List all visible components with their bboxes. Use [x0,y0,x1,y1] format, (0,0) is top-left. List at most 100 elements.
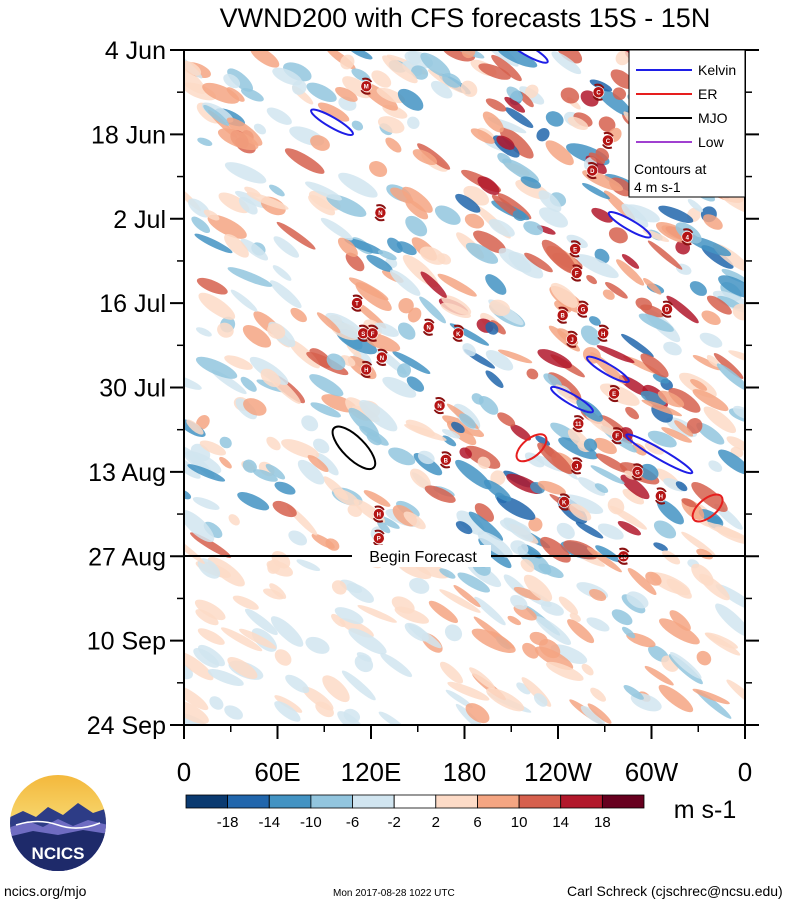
wave-contours [310,50,724,523]
field-patch [485,350,514,371]
field-patch [464,213,485,229]
colorbar-swatch [310,794,353,809]
storm-icon [570,459,583,472]
field-patch [396,241,417,256]
storm-tail-icon [374,216,385,222]
field-patch [586,275,597,285]
field-patch [228,514,240,526]
field-patch [242,459,257,473]
field-patch [424,485,456,503]
logo-text: NCICS [32,844,85,863]
field-patch [405,199,429,220]
field-patch [195,356,238,379]
field-patch [335,86,358,102]
field-patch [203,209,220,221]
storm-marker: M [360,77,373,95]
field-patch [599,383,640,406]
field-patch [334,607,364,625]
contour-er [691,493,724,523]
field-patch [457,572,490,593]
storm-tail-icon [360,372,371,378]
contour-mjo [331,425,377,471]
field-patch [359,400,398,432]
field-patch [274,649,292,666]
field-patch [397,88,424,111]
field-patch [385,137,402,153]
field-patch [689,281,707,296]
storm-label: N [427,326,431,332]
field-patch [230,289,258,312]
storm-label: G [581,308,586,314]
field-patch [516,682,531,695]
storm-marker: E [569,240,581,258]
field-patch [397,322,416,340]
storm-marker: J [570,457,583,475]
field-patch [377,521,391,534]
storm-marker: G [631,463,644,481]
field-patch [612,87,627,100]
field-patch [331,613,346,628]
field-patch [567,619,595,644]
field-patch [536,128,550,142]
field-patch [699,573,730,601]
field-patch [203,104,230,126]
field-patch [315,701,334,718]
field-patch [591,207,613,223]
storm-tail-icon [362,77,373,83]
field-patch [485,370,504,388]
field-patch [490,470,506,486]
field-patch [589,588,607,602]
field-patch [274,695,303,713]
field-patch [596,87,632,117]
field-patch [442,435,457,447]
field-patch [643,277,662,295]
field-patch [403,511,426,530]
field-patch [227,657,258,679]
field-patch [387,237,403,253]
x-tick-label: 120E [341,757,402,787]
field-patch [576,254,619,279]
colorbar-tick-label: 18 [594,814,611,831]
contour-kelvin [607,211,652,239]
field-patch [447,681,490,701]
field-patch [482,111,504,133]
field-patch [232,595,259,610]
y-tick-label: 27 Aug [88,543,166,571]
field-patch [474,503,494,522]
field-patch [523,574,553,602]
field-patch [621,203,649,228]
footer-url[interactable]: ncics.org/mjo [4,883,87,899]
storm-label: F [615,434,619,440]
field-patch [313,438,330,454]
storm-marker: N [374,204,387,222]
field-patch [470,128,495,144]
field-patch [644,442,664,455]
field-patch [590,687,607,702]
field-patch [195,609,219,626]
field-patch [407,116,420,129]
field-patch [246,192,289,210]
storm-marker: H [597,324,610,342]
field-patch [556,50,583,64]
legend-note-line2: 4 m s-1 [634,179,681,195]
field-patch [497,349,533,364]
field-patch [577,477,606,496]
storm-tail-icon [683,228,694,234]
field-patch [567,116,589,131]
field-patch [439,589,481,613]
field-patch [670,651,702,679]
storm-tail-icon [566,342,577,348]
field-patch [316,312,341,334]
field-patch [512,210,526,221]
field-patch [459,413,476,429]
footer-timestamp: Mon 2017-08-28 1022 UTC [333,888,455,899]
field-patch [238,196,258,215]
field-patch [513,586,542,601]
field-patch [217,322,234,338]
field-patch [537,349,572,369]
field-patch [412,149,438,166]
storm-marker: B [556,306,569,324]
field-patch [374,322,399,337]
field-patch [219,436,232,449]
field-patch [272,67,303,86]
